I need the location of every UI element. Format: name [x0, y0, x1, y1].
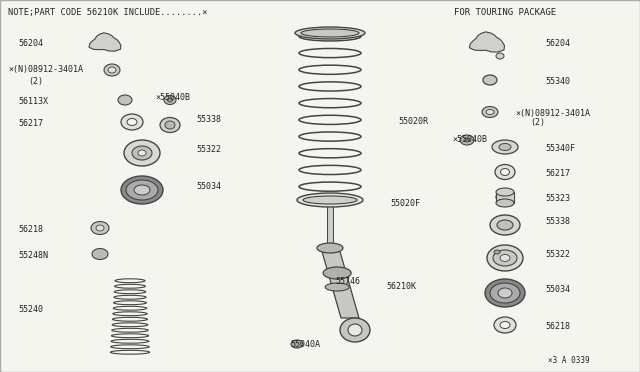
Ellipse shape: [494, 317, 516, 333]
Ellipse shape: [496, 188, 514, 196]
Ellipse shape: [108, 67, 116, 73]
Ellipse shape: [495, 164, 515, 180]
Ellipse shape: [124, 140, 160, 166]
Ellipse shape: [325, 283, 349, 291]
Text: 56210K: 56210K: [386, 282, 416, 291]
Text: 56204: 56204: [18, 39, 43, 48]
Text: 55340F: 55340F: [545, 144, 575, 153]
Ellipse shape: [126, 180, 158, 200]
Text: 55746: 55746: [335, 277, 360, 286]
Text: 55248N: 55248N: [18, 251, 48, 260]
Ellipse shape: [500, 169, 509, 176]
Text: ×(N)08912-3401A: ×(N)08912-3401A: [8, 65, 83, 74]
Ellipse shape: [121, 176, 163, 204]
Ellipse shape: [121, 114, 143, 130]
Ellipse shape: [494, 250, 500, 254]
Bar: [327, 205, 333, 248]
Text: 56218: 56218: [18, 225, 43, 234]
Polygon shape: [321, 248, 359, 318]
Polygon shape: [469, 32, 504, 52]
Text: 55323: 55323: [545, 194, 570, 203]
Ellipse shape: [164, 96, 176, 105]
Text: 55040A: 55040A: [290, 340, 320, 349]
Ellipse shape: [348, 324, 362, 336]
Ellipse shape: [168, 98, 173, 102]
Text: 56218: 56218: [545, 322, 570, 331]
Ellipse shape: [303, 196, 357, 204]
Ellipse shape: [317, 243, 343, 253]
Text: 55340: 55340: [545, 77, 570, 86]
Text: 55240: 55240: [18, 305, 43, 314]
Text: 55020R: 55020R: [398, 117, 428, 126]
Bar: [496, 192, 514, 203]
Ellipse shape: [496, 53, 504, 59]
Ellipse shape: [500, 254, 510, 262]
Ellipse shape: [297, 193, 363, 207]
Text: (2): (2): [28, 77, 43, 86]
Ellipse shape: [496, 191, 514, 203]
Ellipse shape: [340, 318, 370, 342]
Ellipse shape: [487, 245, 523, 271]
Ellipse shape: [165, 121, 175, 129]
Ellipse shape: [464, 138, 470, 142]
Text: 55338: 55338: [196, 115, 221, 124]
Ellipse shape: [493, 250, 517, 266]
Ellipse shape: [498, 288, 512, 298]
Ellipse shape: [301, 29, 359, 37]
Ellipse shape: [295, 27, 365, 39]
Text: 56217: 56217: [545, 169, 570, 178]
Ellipse shape: [132, 146, 152, 160]
Ellipse shape: [490, 215, 520, 235]
Text: 56113X: 56113X: [18, 97, 48, 106]
Text: ×3 A 0339: ×3 A 0339: [548, 356, 590, 365]
Ellipse shape: [134, 185, 150, 195]
Text: FOR TOURING PACKAGE: FOR TOURING PACKAGE: [454, 8, 556, 17]
Ellipse shape: [486, 109, 494, 115]
Ellipse shape: [104, 64, 120, 76]
Text: 56217: 56217: [18, 119, 43, 128]
Ellipse shape: [92, 248, 108, 260]
Ellipse shape: [91, 221, 109, 234]
Ellipse shape: [291, 340, 303, 348]
Text: NOTE;PART CODE 56210K INCLUDE........×: NOTE;PART CODE 56210K INCLUDE........×: [8, 8, 207, 17]
Text: ×(N)08912-3401A: ×(N)08912-3401A: [515, 109, 590, 118]
Ellipse shape: [160, 118, 180, 132]
Text: ×55040B: ×55040B: [452, 135, 487, 144]
Ellipse shape: [323, 267, 351, 279]
Text: 55338: 55338: [545, 217, 570, 226]
Ellipse shape: [96, 225, 104, 231]
Ellipse shape: [492, 140, 518, 154]
Ellipse shape: [496, 199, 514, 207]
Ellipse shape: [490, 283, 520, 303]
Ellipse shape: [500, 321, 510, 328]
Text: 55034: 55034: [545, 285, 570, 294]
Ellipse shape: [483, 75, 497, 85]
Ellipse shape: [460, 135, 474, 145]
Text: 55322: 55322: [196, 145, 221, 154]
Ellipse shape: [497, 220, 513, 230]
Text: 55322: 55322: [545, 250, 570, 259]
Ellipse shape: [499, 144, 511, 151]
Polygon shape: [89, 33, 121, 51]
Text: ×55040B: ×55040B: [155, 93, 190, 102]
Text: 56204: 56204: [545, 39, 570, 48]
Ellipse shape: [118, 95, 132, 105]
Text: 55020F: 55020F: [390, 199, 420, 208]
Text: (2): (2): [530, 118, 545, 127]
Ellipse shape: [127, 119, 137, 125]
Ellipse shape: [138, 150, 146, 156]
Ellipse shape: [482, 106, 498, 118]
Text: 55034: 55034: [196, 182, 221, 191]
Ellipse shape: [485, 279, 525, 307]
